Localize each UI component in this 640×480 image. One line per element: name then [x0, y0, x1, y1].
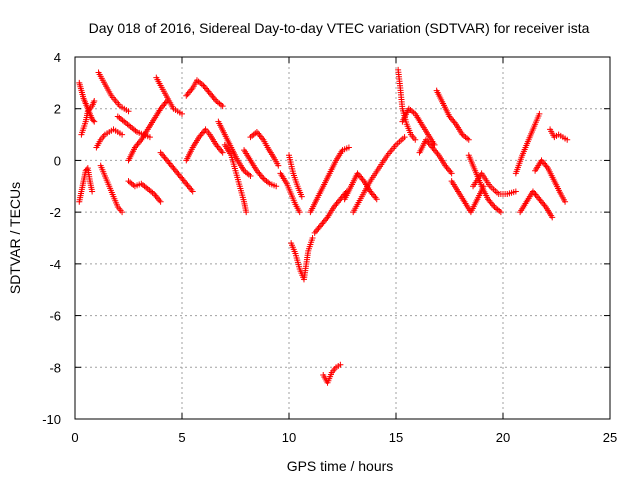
data-point [91, 118, 98, 125]
data-point [243, 209, 250, 216]
data-point [91, 97, 98, 104]
data-point [512, 188, 519, 195]
data-point [549, 214, 556, 221]
data-point [119, 131, 126, 138]
data-point [273, 183, 280, 190]
data-point [448, 170, 455, 177]
data-point [401, 134, 408, 141]
x-axis-ticks: 0 5 10 15 20 25 [71, 57, 617, 445]
data-point [345, 144, 352, 151]
y-axis-ticks: -10 -8 -6 -4 -2 0 2 4 [42, 50, 610, 427]
y-tick-label: -8 [49, 360, 61, 375]
data-point [562, 198, 569, 205]
data-point [89, 188, 96, 195]
data-point [298, 193, 305, 200]
data-point [337, 361, 344, 368]
chart-title: Day 018 of 2016, Sidereal Day-to-day VTE… [89, 20, 590, 36]
data-point [536, 110, 543, 117]
x-axis-label: GPS time / hours [287, 458, 394, 474]
data-point [373, 196, 380, 203]
x-tick-label: 25 [603, 430, 617, 445]
y-axis-label: SDTVAR / TECUs [7, 182, 23, 294]
x-tick-label: 0 [71, 430, 78, 445]
data-point [296, 209, 303, 216]
data-point [146, 134, 153, 141]
data-point [564, 136, 571, 143]
data-point [275, 162, 282, 169]
y-tick-label: 0 [54, 153, 61, 168]
x-tick-label: 15 [389, 430, 403, 445]
y-tick-label: -2 [49, 205, 61, 220]
data-point [247, 172, 254, 179]
y-tick-label: -4 [49, 257, 61, 272]
x-tick-label: 5 [178, 430, 185, 445]
x-tick-label: 20 [496, 430, 510, 445]
data-point [309, 235, 316, 241]
data-point [179, 110, 185, 117]
data-point-interp [90, 117, 97, 124]
data-point [412, 136, 419, 143]
y-tick-label: 2 [54, 102, 61, 117]
data-point [189, 188, 196, 195]
y-tick-label: 4 [54, 50, 61, 65]
y-tick-label: -6 [49, 309, 61, 324]
plot-frame [74, 56, 611, 420]
y-tick-label: -10 [42, 412, 61, 427]
data-points [76, 66, 571, 386]
data-point [465, 136, 472, 143]
data-point [219, 103, 226, 110]
data-point [119, 209, 126, 216]
data-point [125, 108, 132, 115]
data-point [157, 198, 164, 205]
x-tick-label: 10 [282, 430, 296, 445]
data-point [497, 209, 504, 216]
data-point [219, 149, 226, 156]
data-point-interp [83, 166, 90, 173]
